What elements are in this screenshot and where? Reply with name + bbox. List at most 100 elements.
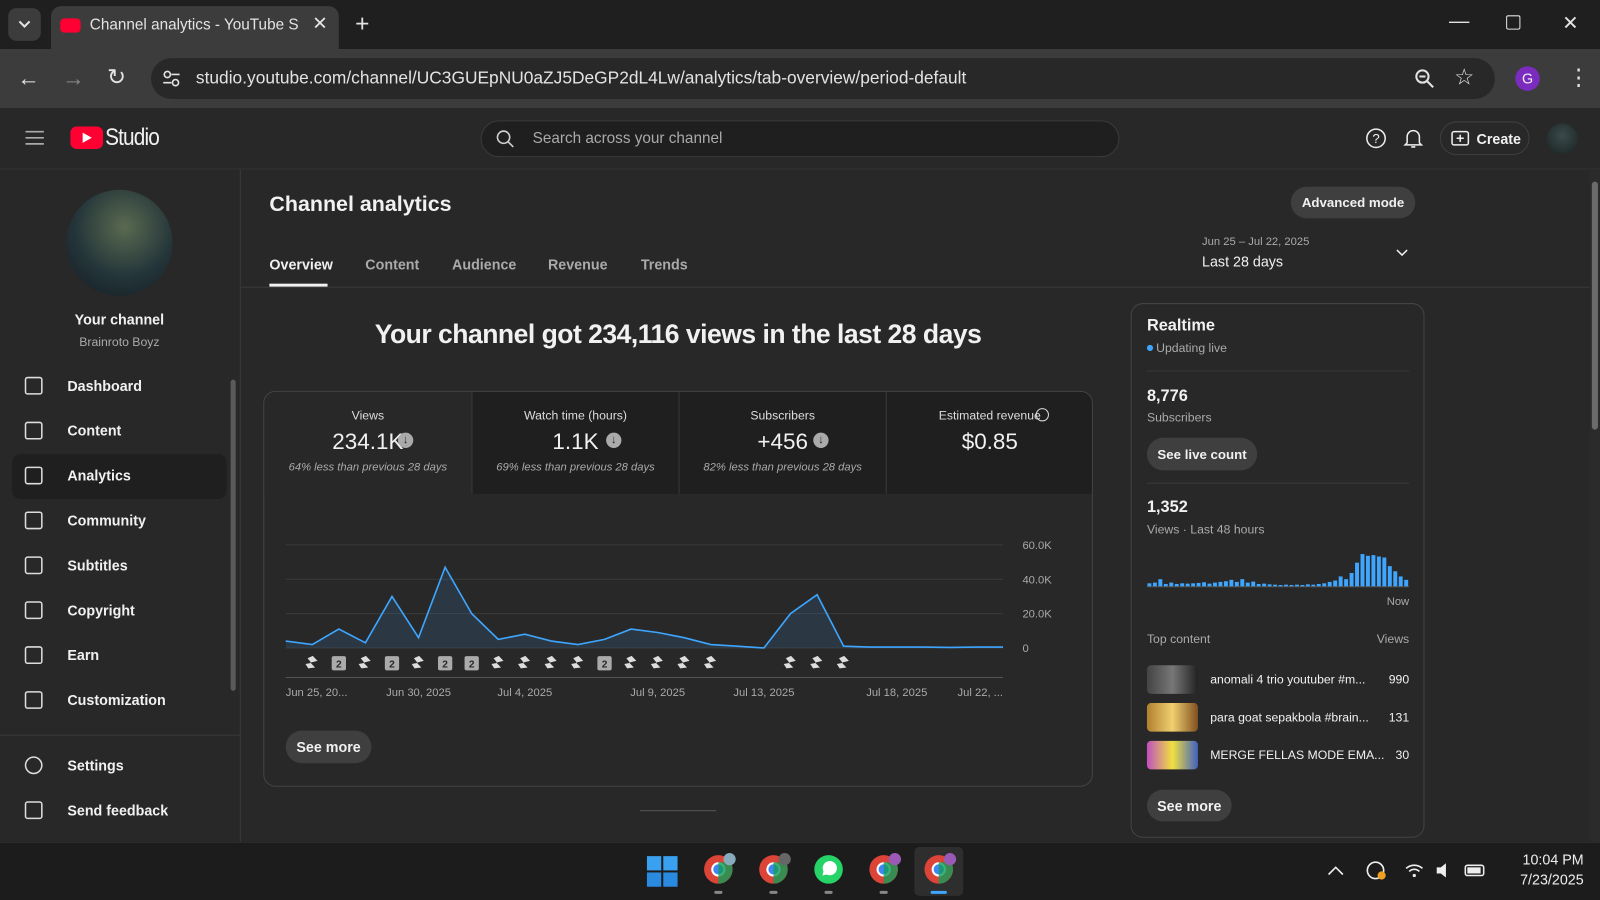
nav-item[interactable]: Copyright bbox=[67, 602, 135, 619]
create-icon bbox=[1451, 130, 1470, 146]
yt-logo[interactable] bbox=[70, 126, 104, 149]
thumbnail[interactable] bbox=[1146, 703, 1198, 732]
search-box[interactable] bbox=[480, 120, 1120, 158]
restore[interactable] bbox=[1506, 15, 1521, 30]
nav-icon bbox=[24, 421, 43, 440]
period[interactable]: Last 28 days bbox=[1202, 253, 1284, 270]
notifications[interactable] bbox=[1403, 128, 1424, 149]
menu[interactable]: ⋮ bbox=[1567, 64, 1590, 90]
view-count: 1,352 bbox=[1146, 498, 1188, 517]
channel-name: Brainroto Boyz bbox=[79, 334, 160, 349]
views-header: Views bbox=[1376, 631, 1410, 646]
tab[interactable]: Revenue bbox=[547, 256, 608, 273]
period-chevron[interactable] bbox=[1396, 249, 1408, 257]
item-views: 990 bbox=[1388, 672, 1410, 687]
nav-item[interactable]: Analytics bbox=[67, 467, 131, 484]
realtime-card bbox=[1130, 303, 1425, 838]
new-tab[interactable]: + bbox=[355, 10, 370, 38]
zoom[interactable] bbox=[1414, 68, 1434, 88]
tab[interactable]: Overview bbox=[269, 256, 333, 273]
nav-item[interactable]: Send feedback bbox=[67, 802, 169, 819]
help[interactable]: ? bbox=[1365, 128, 1386, 149]
active-tab[interactable] bbox=[51, 6, 339, 49]
nav-item[interactable]: Community bbox=[67, 512, 146, 529]
tab[interactable]: Content bbox=[365, 256, 420, 273]
chevron bbox=[18, 20, 31, 28]
trend-icon: ↓ bbox=[606, 432, 622, 448]
sidebar-scrollbar bbox=[230, 379, 236, 691]
nav-icon bbox=[24, 801, 43, 820]
tab-menu[interactable] bbox=[8, 8, 41, 41]
address-bar[interactable] bbox=[151, 58, 1495, 99]
realtime-title: Realtime bbox=[1146, 317, 1216, 335]
trend-icon: ↓ bbox=[397, 432, 414, 448]
metric-comparison: 69% less than previous 28 days bbox=[496, 461, 655, 474]
top-content-label: Top content bbox=[1146, 631, 1211, 646]
nav-item[interactable]: Earn bbox=[67, 646, 100, 664]
nav-icon bbox=[24, 556, 43, 575]
live-dot bbox=[1146, 344, 1154, 352]
item-views: 131 bbox=[1388, 710, 1410, 725]
metric-value: +456 bbox=[757, 428, 808, 455]
metric-card[interactable]: Estimated revenue $0.85 bbox=[885, 391, 1092, 494]
bookmark[interactable]: ☆ bbox=[1454, 64, 1475, 90]
forward[interactable]: → bbox=[62, 65, 85, 91]
close-window[interactable]: ✕ bbox=[1562, 13, 1579, 35]
tab-title: Channel analytics - YouTube Stu bbox=[89, 16, 299, 34]
tab[interactable]: Trends bbox=[640, 256, 688, 273]
subscriber-label: Subscribers bbox=[1146, 410, 1212, 425]
sidebar-border bbox=[239, 169, 241, 842]
metric-value: $0.85 bbox=[961, 428, 1018, 455]
nav-item[interactable]: Content bbox=[67, 422, 122, 439]
taskbar-apps[interactable] bbox=[702, 846, 967, 896]
start-button[interactable] bbox=[646, 856, 678, 887]
nav-item[interactable]: Settings bbox=[67, 757, 124, 774]
scrollbar-track bbox=[1589, 169, 1600, 842]
thumbnail[interactable] bbox=[1146, 665, 1198, 694]
see-more[interactable]: See more bbox=[285, 730, 372, 764]
logo-text: Studio bbox=[105, 123, 160, 152]
reload[interactable]: ↻ bbox=[107, 64, 126, 90]
live-status: Updating live bbox=[1156, 340, 1227, 356]
hamburger[interactable] bbox=[25, 130, 44, 145]
channel-title: Your channel bbox=[74, 311, 165, 328]
nav-icon bbox=[24, 646, 43, 665]
metric-card[interactable]: Subscribers +456 ↓ 82% less than previous 2… bbox=[678, 391, 886, 494]
metric-card[interactable]: Watch time (hours) 1.1K ↓ 69% less than pre… bbox=[471, 391, 679, 494]
metric-card[interactable]: Views 234.1K ↓ 64% less than previous 28 da… bbox=[264, 391, 472, 494]
metric-comparison: 64% less than previous 28 days bbox=[288, 461, 448, 474]
view-label: Views · Last 48 hours bbox=[1146, 522, 1265, 537]
scrollbar-thumb[interactable] bbox=[1591, 181, 1598, 430]
channel-avatar[interactable] bbox=[66, 189, 173, 296]
minimize[interactable]: — bbox=[1448, 10, 1470, 33]
item-title[interactable]: para goat sepakbola #brain... bbox=[1210, 710, 1369, 725]
item-title[interactable]: anomali 4 trio youtuber #m... bbox=[1210, 672, 1366, 687]
tab-underline bbox=[269, 283, 328, 287]
site-info[interactable] bbox=[162, 69, 180, 87]
advanced-mode[interactable]: Advanced mode bbox=[1290, 186, 1416, 219]
metric-label: Watch time (hours) bbox=[524, 408, 627, 423]
create-button[interactable] bbox=[1439, 121, 1530, 156]
nav-icon bbox=[24, 601, 43, 620]
thumbnail[interactable] bbox=[1146, 740, 1198, 770]
tab-close[interactable]: ✕ bbox=[312, 13, 328, 34]
nav-icon bbox=[24, 376, 43, 395]
search-icon bbox=[496, 130, 514, 148]
subscriber-count: 8,776 bbox=[1146, 387, 1188, 406]
nav-item[interactable]: Subtitles bbox=[67, 557, 128, 574]
see-live-count[interactable]: See live count bbox=[1146, 437, 1258, 471]
nav-item[interactable]: Dashboard bbox=[67, 377, 142, 394]
back[interactable]: ← bbox=[17, 65, 40, 91]
nav-icon bbox=[24, 511, 43, 530]
profile[interactable]: G bbox=[1515, 66, 1540, 91]
tab[interactable]: Audience bbox=[452, 256, 517, 273]
sidebar-divider bbox=[0, 734, 240, 736]
account-avatar[interactable] bbox=[1546, 123, 1578, 155]
nav-item[interactable]: Customization bbox=[67, 691, 166, 709]
item-title[interactable]: MERGE FELLAS MODE EMA... bbox=[1210, 747, 1385, 763]
metric-value: 234.1K bbox=[332, 428, 404, 455]
metric-label: Estimated revenue bbox=[938, 408, 1041, 423]
see-more[interactable]: See more bbox=[1146, 789, 1232, 822]
taskbar bbox=[0, 841, 1600, 900]
system-tray[interactable] bbox=[1327, 860, 1490, 880]
